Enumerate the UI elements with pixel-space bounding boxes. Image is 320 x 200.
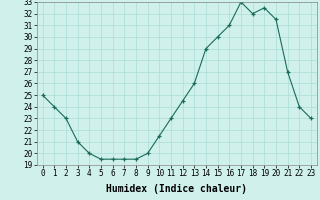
X-axis label: Humidex (Indice chaleur): Humidex (Indice chaleur)	[106, 184, 247, 194]
